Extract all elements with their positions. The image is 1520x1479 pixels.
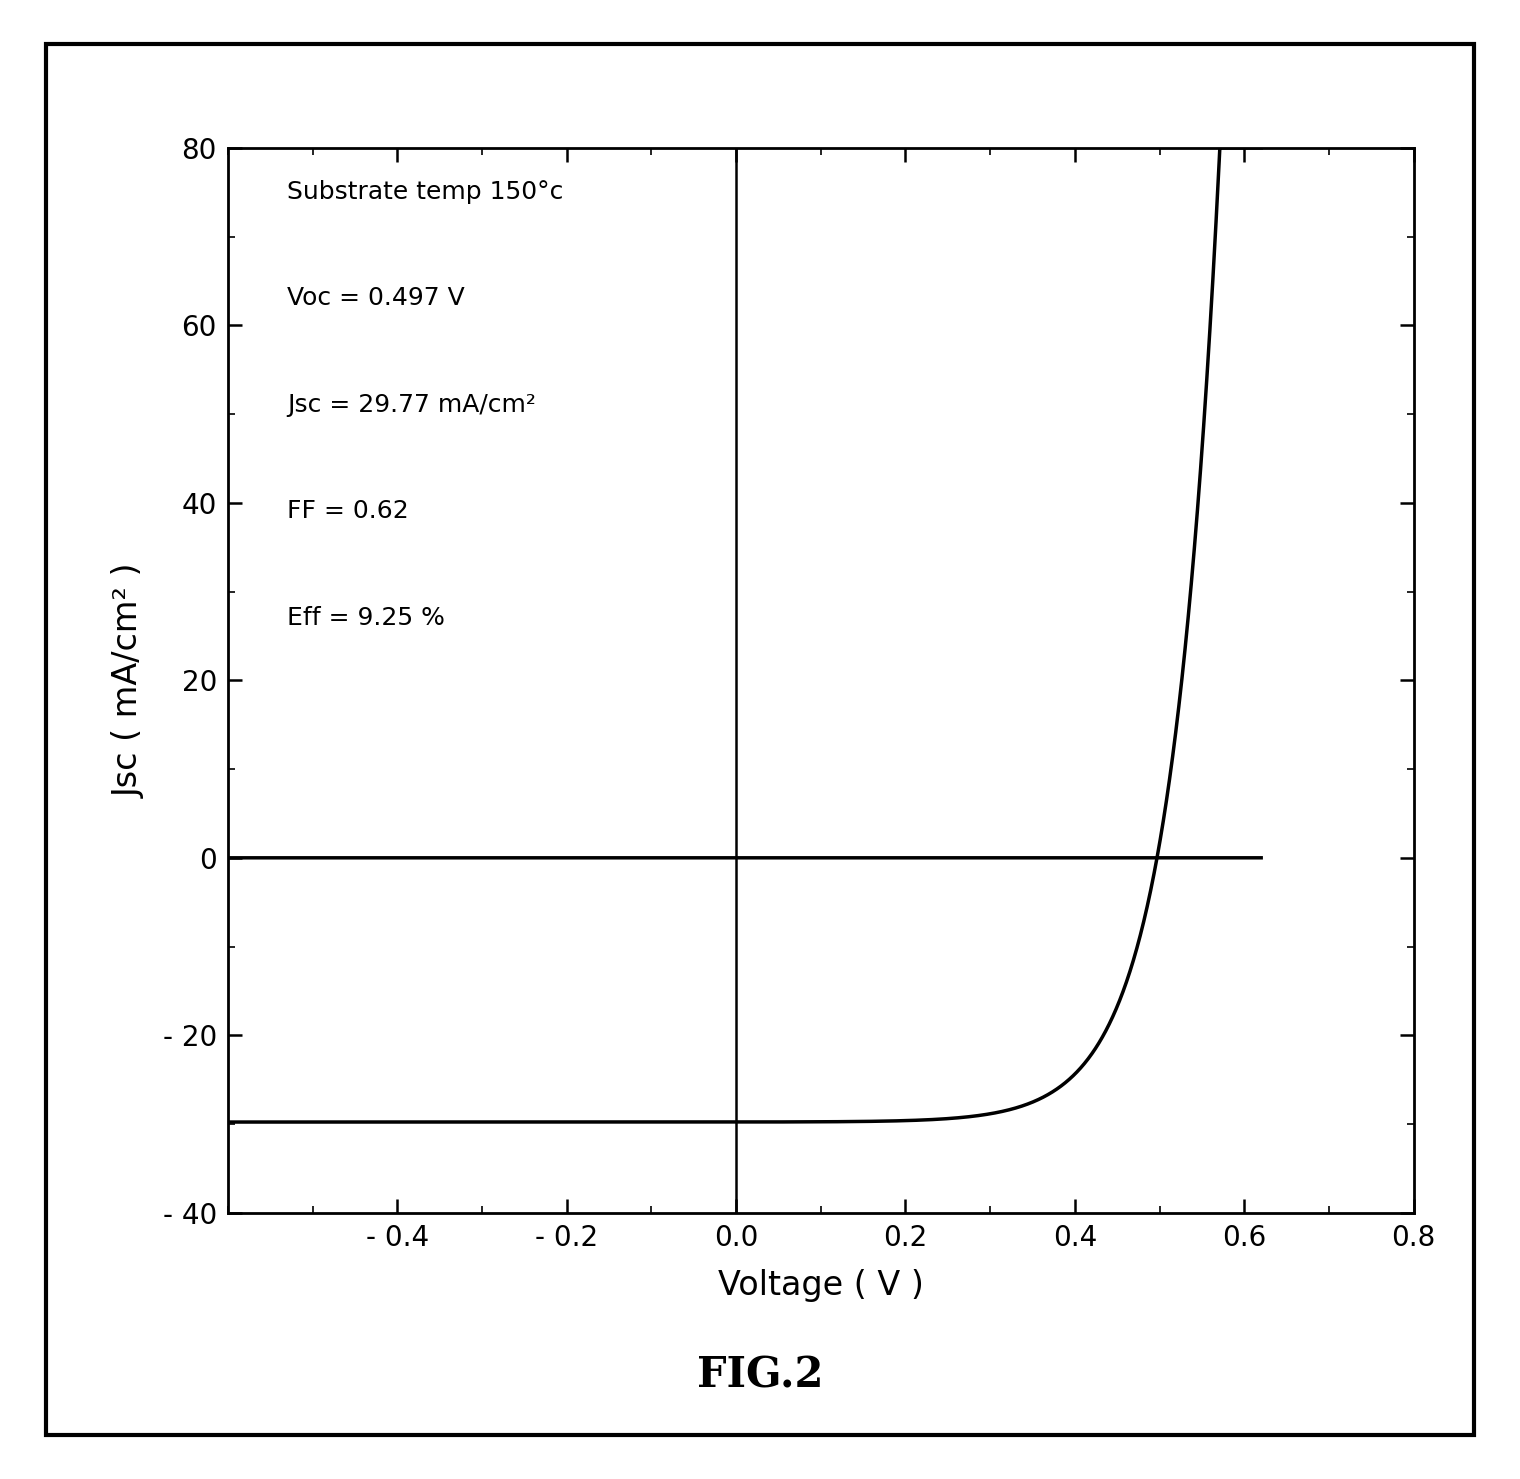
Text: Eff = 9.25 %: Eff = 9.25 % [287,606,445,630]
Text: FF = 0.62: FF = 0.62 [287,500,409,524]
Text: Jsc = 29.77 mA/cm²: Jsc = 29.77 mA/cm² [287,393,537,417]
Text: FIG.2: FIG.2 [696,1355,824,1396]
Text: Substrate temp 150°c: Substrate temp 150°c [287,180,564,204]
Text: Voc = 0.497 V: Voc = 0.497 V [287,287,465,311]
X-axis label: Voltage ( V ): Voltage ( V ) [717,1269,924,1302]
Y-axis label: Jsc ( mA/cm² ): Jsc ( mA/cm² ) [112,563,146,797]
